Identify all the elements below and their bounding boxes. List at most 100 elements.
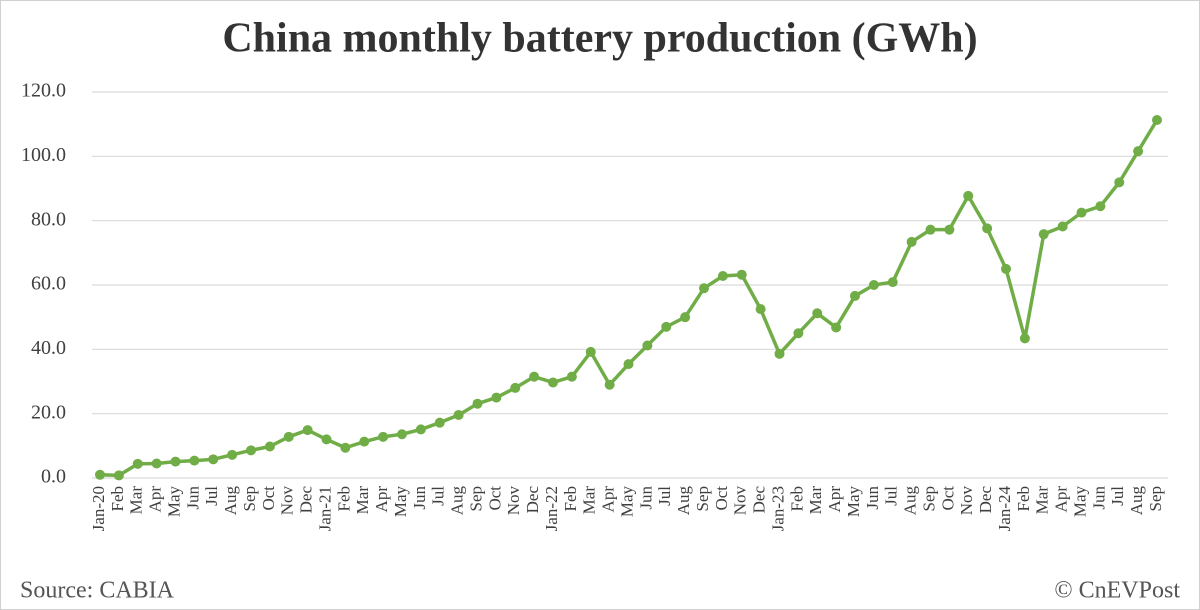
data-point [1076, 207, 1087, 218]
x-tick-label: Nov [504, 486, 523, 516]
data-point [510, 382, 521, 393]
data-point [906, 236, 917, 247]
x-tick-label: May [617, 486, 636, 518]
x-tick-label: Apr [372, 486, 391, 513]
y-tick-label: 100.0 [21, 144, 66, 166]
x-tick-label: Apr [146, 486, 165, 513]
data-point [1133, 146, 1144, 157]
y-tick-label: 60.0 [31, 273, 66, 295]
data-point [982, 223, 993, 234]
x-tick-label: Oct [712, 486, 731, 511]
x-tick-label: Jun [1089, 486, 1108, 510]
data-point [95, 469, 105, 480]
data-point [1001, 263, 1011, 274]
data-point [736, 269, 747, 280]
data-point [170, 456, 181, 467]
data-point [585, 346, 596, 357]
x-tick-label: Jun [636, 486, 655, 510]
x-tick-label: Aug [901, 486, 920, 516]
x-tick-label: May [1070, 486, 1089, 518]
x-tick-label: Aug [674, 486, 693, 516]
x-tick-label: Aug [221, 486, 240, 516]
data-point [1095, 201, 1106, 212]
x-tick-label: Sep [919, 486, 938, 512]
x-tick-label: Mar [580, 486, 599, 515]
x-tick-label: Feb [787, 486, 806, 512]
data-point [925, 224, 936, 235]
x-tick-label: May [844, 486, 863, 518]
data-point [944, 224, 955, 235]
x-tick-label: Dec [523, 486, 542, 514]
x-tick-label: Dec [976, 486, 995, 514]
x-tick-label: Nov [278, 486, 297, 516]
data-point [302, 425, 313, 436]
data-point [227, 449, 238, 460]
source: Source: CABIA [20, 578, 175, 604]
y-tick-label: 20.0 [31, 401, 66, 423]
data-point [208, 454, 219, 465]
y-tick-label: 80.0 [31, 208, 66, 230]
x-tick-label: Mar [127, 486, 146, 515]
x-tick-label: Dec [297, 486, 316, 514]
data-point [359, 436, 370, 447]
data-point [755, 304, 766, 315]
y-tick-label: 0.0 [41, 466, 66, 488]
data-point [472, 398, 483, 409]
data-point [566, 371, 577, 382]
data-point [378, 431, 389, 442]
data-point [1038, 229, 1049, 240]
x-tick-label: Oct [259, 486, 278, 511]
data-point [604, 379, 615, 390]
x-tick-label: Nov [957, 486, 976, 516]
x-tick-label: May [391, 486, 410, 518]
data-point [812, 308, 823, 319]
data-point [793, 328, 804, 339]
data-point [699, 283, 709, 294]
x-tick-label: Jul [655, 486, 674, 506]
data-point [453, 409, 464, 420]
y-tick-label: 40.0 [31, 337, 66, 359]
x-tick-label: Apr [599, 486, 618, 513]
x-tick-label: Feb [108, 486, 127, 512]
data-point [113, 470, 124, 481]
data-point [397, 429, 407, 440]
x-tick-label: Jun [410, 486, 429, 510]
x-tick-label: Jan-20 [89, 486, 108, 531]
x-tick-label: Jul [429, 486, 448, 506]
x-tick-label: Jul [882, 486, 901, 506]
data-point [1019, 333, 1030, 344]
x-tick-label: Apr [1052, 486, 1071, 513]
x-tick-label: Dec [750, 486, 769, 514]
data-point [1114, 177, 1125, 188]
data-point [774, 348, 785, 359]
data-point [717, 270, 728, 281]
x-tick-label: Oct [485, 486, 504, 511]
data-point [491, 392, 502, 403]
x-tick-label: Nov [731, 486, 750, 516]
x-tick-label: Feb [334, 486, 353, 512]
x-tick-label: Feb [1014, 486, 1033, 512]
data-point [1057, 221, 1068, 232]
x-tick-label: Mar [1033, 486, 1052, 515]
data-point [680, 312, 691, 323]
chart-title: China monthly battery production (GWh) [222, 16, 977, 62]
x-tick-label: Oct [938, 486, 957, 511]
x-tick-label: Mar [353, 486, 372, 515]
data-point [529, 371, 540, 382]
x-tick-label: Apr [825, 486, 844, 513]
data-point [623, 359, 634, 370]
data-point [548, 377, 558, 388]
data-point [831, 322, 842, 333]
data-point [963, 190, 974, 201]
data-point [887, 277, 898, 288]
x-tick-label: Feb [561, 486, 580, 512]
x-tick-label: Jan-21 [315, 486, 334, 531]
data-point [868, 280, 879, 290]
x-tick-label: Aug [1127, 486, 1146, 516]
x-tick-label: Mar [806, 486, 825, 515]
data-point [264, 441, 275, 452]
y-tick-label: 120.0 [21, 80, 66, 102]
credit: © CnEVPost [1054, 578, 1180, 604]
x-tick-label: Jul [202, 486, 221, 506]
x-tick-label: Sep [693, 486, 712, 512]
